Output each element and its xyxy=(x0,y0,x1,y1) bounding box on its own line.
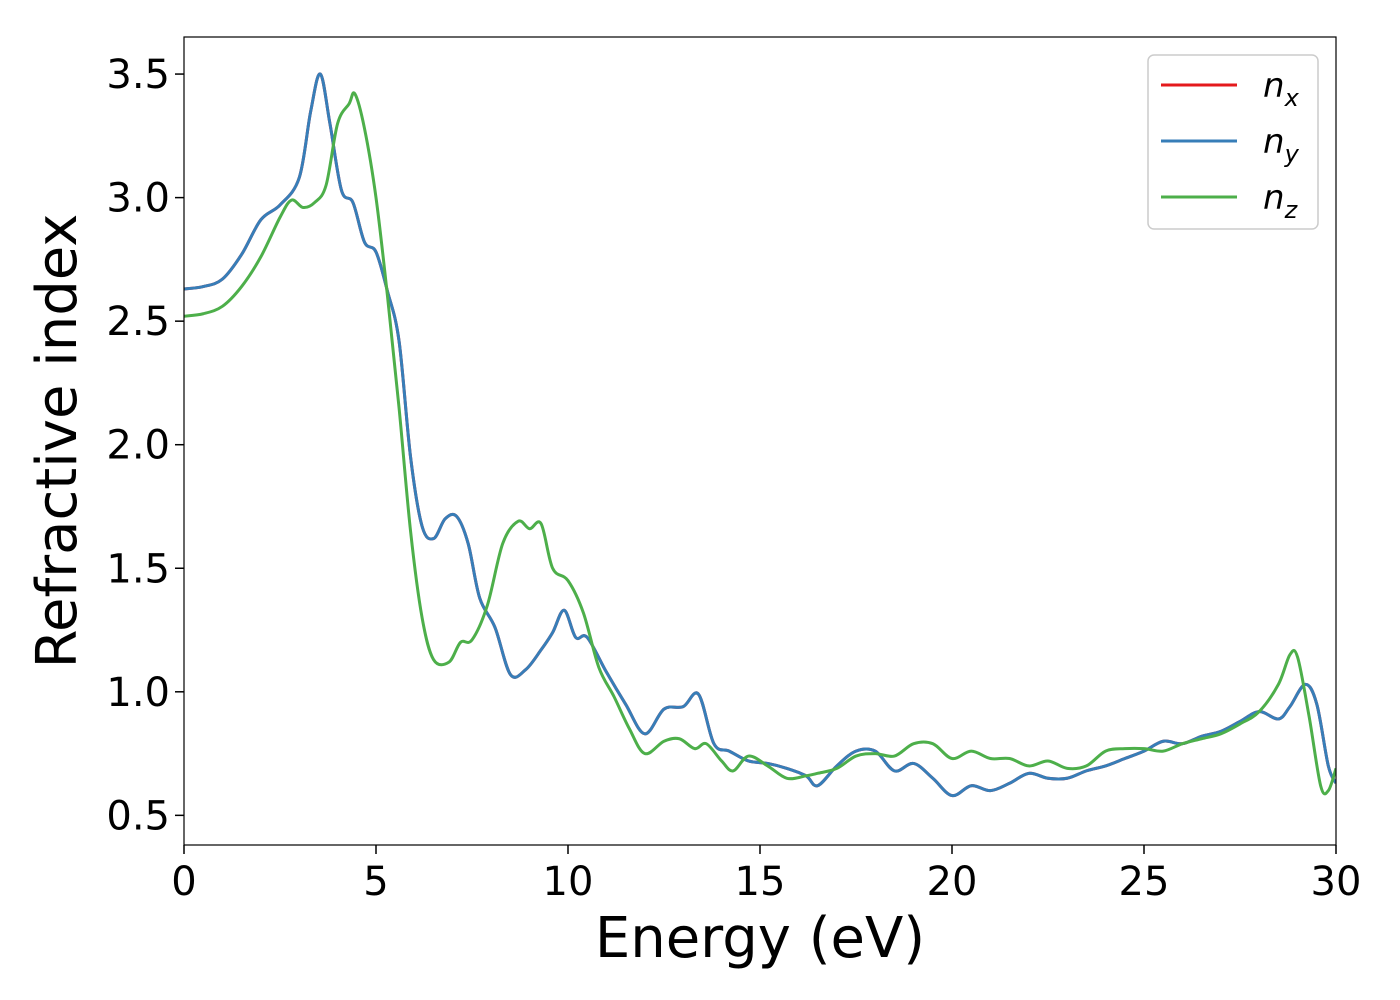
y-tick-label: 3.5 xyxy=(106,52,170,98)
y-axis-label: Refractive index xyxy=(25,214,90,669)
x-axis-ticks: 0 5 10 15 20 25 30 xyxy=(171,845,1361,905)
y-tick-label: 3.0 xyxy=(106,176,170,222)
y-tick-label: 1.0 xyxy=(106,670,170,716)
x-axis-label: Energy (eV) xyxy=(595,906,925,971)
plot-lines xyxy=(184,72,1336,798)
series-line-nz xyxy=(184,91,1336,796)
y-tick-label: 0.5 xyxy=(106,793,170,839)
x-tick-label: 30 xyxy=(1311,859,1362,905)
x-tick-label: 10 xyxy=(543,859,594,905)
y-tick-label: 1.5 xyxy=(106,546,170,592)
y-axis-ticks: 0.5 1.0 1.5 2.0 2.5 3.0 3.5 xyxy=(106,52,184,839)
x-tick-label: 0 xyxy=(171,859,196,905)
y-tick-label: 2.0 xyxy=(106,423,170,469)
x-tick-label: 15 xyxy=(735,859,786,905)
x-tick-label: 25 xyxy=(1119,859,1170,905)
y-tick-label: 2.5 xyxy=(106,299,170,345)
x-tick-label: 5 xyxy=(363,859,388,905)
series-line-ny xyxy=(184,72,1336,798)
x-tick-label: 20 xyxy=(927,859,978,905)
